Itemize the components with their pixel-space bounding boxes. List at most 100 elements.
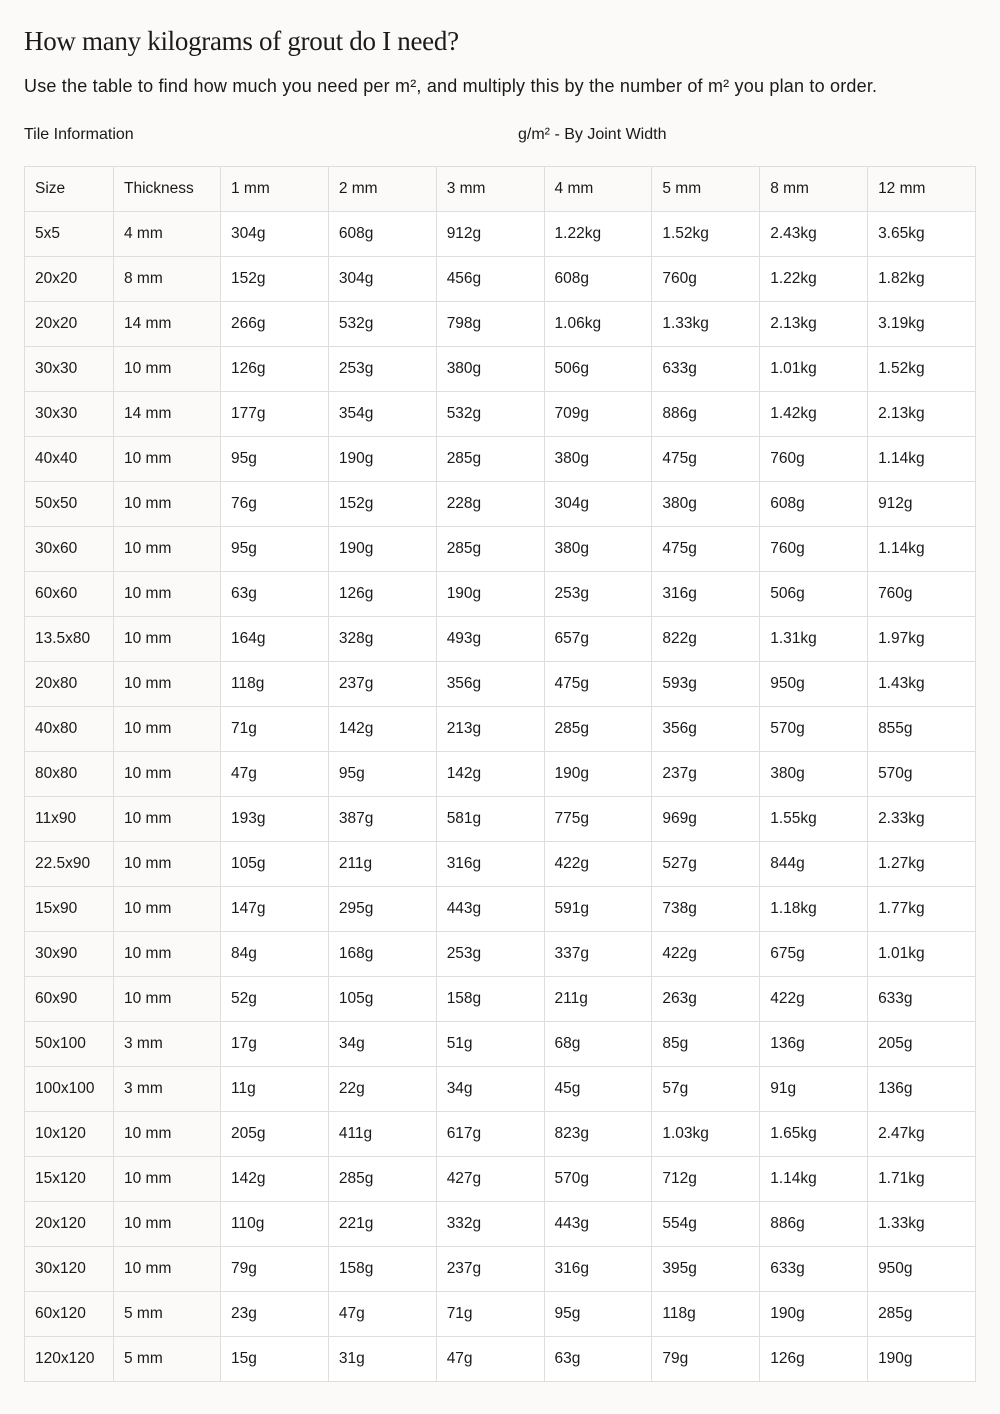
grout-amount-cell: 1.42kg — [759, 391, 869, 437]
grout-amount-cell: 1.14kg — [867, 436, 976, 482]
grout-amount-cell: 79g — [220, 1246, 329, 1292]
grout-amount-cell: 168g — [327, 931, 437, 977]
grout-amount-cell: 443g — [543, 1201, 653, 1247]
table-row: 13.5x80 10 mm 164g 328g 493g 657g 822g 1.31kg 1.… — [24, 616, 976, 662]
table-row: 30x30 14 mm 177g 354g 532g 709g 886g 1.42kg 2.13… — [24, 391, 976, 437]
thickness-cell: 10 mm — [113, 931, 221, 977]
grout-amount-cell: 193g — [220, 796, 329, 842]
table-row: 60x90 10 mm 52g 105g 158g 211g 263g 422g 633g — [24, 976, 976, 1022]
grout-amount-cell: 1.22kg — [543, 211, 653, 257]
grout-amount-cell: 380g — [543, 526, 653, 572]
size-cell: 40x80 — [24, 706, 114, 752]
grout-amount-cell: 380g — [759, 751, 869, 797]
thickness-cell: 10 mm — [113, 1111, 221, 1157]
grout-amount-cell: 475g — [651, 436, 761, 482]
column-header: Thickness — [113, 166, 221, 212]
grout-amount-cell: 237g — [327, 661, 437, 707]
grout-amount-cell: 95g — [220, 436, 329, 482]
grout-amount-cell: 2.47kg — [867, 1111, 976, 1157]
grout-amount-cell: 253g — [327, 346, 437, 392]
grout-amount-cell: 34g — [327, 1021, 437, 1067]
size-cell: 5x5 — [24, 211, 114, 257]
grout-amount-cell: 158g — [435, 976, 545, 1022]
grout-amount-cell: 34g — [435, 1066, 545, 1112]
grout-amount-cell: 822g — [651, 616, 761, 662]
size-cell: 40x40 — [24, 436, 114, 482]
grout-amount-cell: 1.82kg — [867, 256, 976, 302]
grout-amount-cell: 950g — [867, 1246, 976, 1292]
grout-amount-cell: 886g — [759, 1201, 869, 1247]
grout-amount-cell: 1.65kg — [759, 1111, 869, 1157]
thickness-cell: 4 mm — [113, 211, 221, 257]
grout-amount-cell: 142g — [327, 706, 437, 752]
grout-amount-cell: 190g — [543, 751, 653, 797]
grout-amount-cell: 855g — [867, 706, 976, 752]
thickness-cell: 10 mm — [113, 796, 221, 842]
table-row: 30x30 10 mm 126g 253g 380g 506g 633g 1.01kg 1.52… — [24, 346, 976, 392]
thickness-cell: 14 mm — [113, 301, 221, 347]
table-row: 60x120 5 mm 23g 47g 71g 95g 118g 190g 285g — [24, 1291, 976, 1337]
thickness-cell: 10 mm — [113, 661, 221, 707]
grout-amount-cell: 332g — [435, 1201, 545, 1247]
grout-amount-cell: 356g — [651, 706, 761, 752]
tile-information-label: Tile Information — [24, 126, 134, 143]
grout-amount-cell: 31g — [327, 1336, 437, 1382]
grout-amount-cell: 142g — [220, 1156, 329, 1202]
grout-amount-cell: 475g — [543, 661, 653, 707]
grout-amount-cell: 76g — [220, 481, 329, 527]
table-row: 60x60 10 mm 63g 126g 190g 253g 316g 506g 760g — [24, 571, 976, 617]
size-cell: 30x30 — [24, 346, 114, 392]
grout-amount-cell: 760g — [651, 256, 761, 302]
grout-amount-cell: 126g — [759, 1336, 869, 1382]
thickness-cell: 14 mm — [113, 391, 221, 437]
grout-amount-cell: 63g — [220, 571, 329, 617]
thickness-cell: 10 mm — [113, 976, 221, 1022]
grout-amount-cell: 91g — [759, 1066, 869, 1112]
grout-amount-cell: 136g — [867, 1066, 976, 1112]
grout-amount-cell: 950g — [759, 661, 869, 707]
grout-amount-cell: 823g — [543, 1111, 653, 1157]
grout-amount-cell: 136g — [759, 1021, 869, 1067]
grout-amount-cell: 105g — [220, 841, 329, 887]
grout-amount-cell: 316g — [435, 841, 545, 887]
size-cell: 50x50 — [24, 481, 114, 527]
thickness-cell: 10 mm — [113, 841, 221, 887]
size-cell: 20x120 — [24, 1201, 114, 1247]
grout-amount-cell: 304g — [543, 481, 653, 527]
grout-amount-cell: 237g — [435, 1246, 545, 1292]
grout-amount-cell: 532g — [327, 301, 437, 347]
grout-amount-cell: 211g — [327, 841, 437, 887]
grout-amount-cell: 422g — [651, 931, 761, 977]
table-row: 22.5x90 10 mm 105g 211g 316g 422g 527g 844g 1.27… — [24, 841, 976, 887]
grout-amount-cell: 2.13kg — [867, 391, 976, 437]
grout-amount-cell: 118g — [651, 1291, 761, 1337]
grout-amount-cell: 95g — [327, 751, 437, 797]
grout-amount-cell: 15g — [220, 1336, 329, 1382]
grout-amount-cell: 570g — [543, 1156, 653, 1202]
size-cell: 30x90 — [24, 931, 114, 977]
grout-amount-cell: 237g — [651, 751, 761, 797]
grout-amount-cell: 17g — [220, 1021, 329, 1067]
thickness-cell: 10 mm — [113, 616, 221, 662]
table-body: 5x5 4 mm 304g 608g 912g 1.22kg 1.52kg 2.43kg 3.6… — [24, 211, 976, 1382]
grout-amount-cell: 554g — [651, 1201, 761, 1247]
table-row: 11x90 10 mm 193g 387g 581g 775g 969g 1.55kg 2.33… — [24, 796, 976, 842]
size-cell: 15x120 — [24, 1156, 114, 1202]
size-cell: 50x100 — [24, 1021, 114, 1067]
grout-amount-cell: 760g — [759, 436, 869, 482]
table-row: 20x80 10 mm 118g 237g 356g 475g 593g 950g 1.43kg — [24, 661, 976, 707]
grout-amount-cell: 354g — [327, 391, 437, 437]
grout-amount-cell: 253g — [435, 931, 545, 977]
grout-amount-cell: 1.22kg — [759, 256, 869, 302]
grout-amount-cell: 608g — [759, 481, 869, 527]
grout-amount-cell: 1.97kg — [867, 616, 976, 662]
table-row: 30x60 10 mm 95g 190g 285g 380g 475g 760g 1.14kg — [24, 526, 976, 572]
table-row: 5x5 4 mm 304g 608g 912g 1.22kg 1.52kg 2.43kg 3.6… — [24, 211, 976, 257]
grout-amount-cell: 105g — [327, 976, 437, 1022]
table-row: 20x20 14 mm 266g 532g 798g 1.06kg 1.33kg 2.13kg… — [24, 301, 976, 347]
grout-amount-cell: 158g — [327, 1246, 437, 1292]
grout-amount-cell: 2.43kg — [759, 211, 869, 257]
grout-amount-cell: 709g — [543, 391, 653, 437]
grout-amount-cell: 316g — [543, 1246, 653, 1292]
grout-amount-cell: 95g — [220, 526, 329, 572]
